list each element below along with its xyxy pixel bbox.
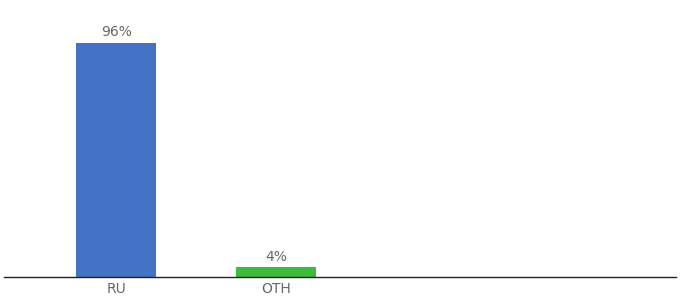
Text: 4%: 4% (265, 250, 287, 264)
Bar (236, 267, 316, 277)
Text: 96%: 96% (101, 26, 131, 40)
Bar (76, 43, 156, 277)
